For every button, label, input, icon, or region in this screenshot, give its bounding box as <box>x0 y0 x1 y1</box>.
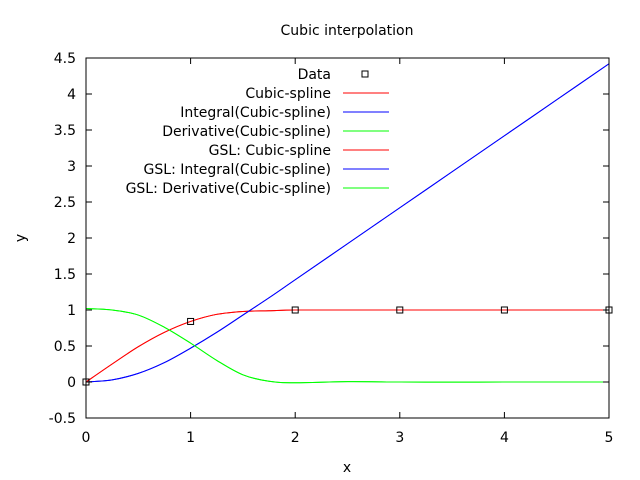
y-tick-label: 4.5 <box>54 51 76 67</box>
series-line-3 <box>85 308 609 384</box>
series-line-1 <box>85 309 609 383</box>
y-tick-label: 1.5 <box>54 267 76 283</box>
series-line-5 <box>85 63 610 383</box>
y-tick-label: -0.5 <box>49 411 76 427</box>
y-axis-label: y <box>13 234 29 242</box>
y-tick-label: 0 <box>67 375 76 391</box>
x-tick-label: 0 <box>82 430 91 446</box>
data-point-marker <box>291 306 299 314</box>
legend-label-2: Integral(Cubic-spline) <box>180 105 331 121</box>
x-tick-label: 3 <box>395 430 404 446</box>
series-line-4 <box>85 309 609 383</box>
y-tick-label: 4 <box>67 87 76 103</box>
x-axis-label: x <box>343 460 351 476</box>
legend-label-5: GSL: Integral(Cubic-spline) <box>144 162 331 178</box>
x-tick-label: 2 <box>291 430 300 446</box>
legend-label-3: Derivative(Cubic-spline) <box>162 124 331 140</box>
x-tick-label: 4 <box>500 430 509 446</box>
x-tick-label: 5 <box>605 430 614 446</box>
y-tick-label: 3.5 <box>54 123 76 139</box>
legend-label-1: Cubic-spline <box>245 86 331 102</box>
y-tick-label: 0.5 <box>54 339 76 355</box>
chart-title: Cubic interpolation <box>281 23 414 39</box>
legend-label-4: GSL: Cubic-spline <box>209 143 331 159</box>
plot-area <box>82 63 613 386</box>
y-tick-label: 2 <box>67 231 76 247</box>
series-line-2 <box>85 63 610 383</box>
y-tick-label: 1 <box>67 303 76 319</box>
x-tick-label: 1 <box>186 430 195 446</box>
y-tick-label: 2.5 <box>54 195 76 211</box>
axis-ticks: 0 1 2 3 4 5 -0.5 0 0.5 1 1.5 2 2.5 3 3.5 4 4.5 <box>49 51 614 446</box>
legend-label-data: Data <box>298 67 331 83</box>
data-point-marker <box>187 317 195 325</box>
legend-marker-data <box>361 70 369 78</box>
y-tick-label: 3 <box>67 159 76 175</box>
data-point-marker <box>500 306 508 314</box>
legend-label-6: GSL: Derivative(Cubic-spline) <box>126 181 331 197</box>
series-line-6 <box>85 308 609 384</box>
data-point-marker <box>396 306 404 314</box>
legend: Data Cubic-spline Integral(Cubic-spline) De… <box>126 67 389 197</box>
